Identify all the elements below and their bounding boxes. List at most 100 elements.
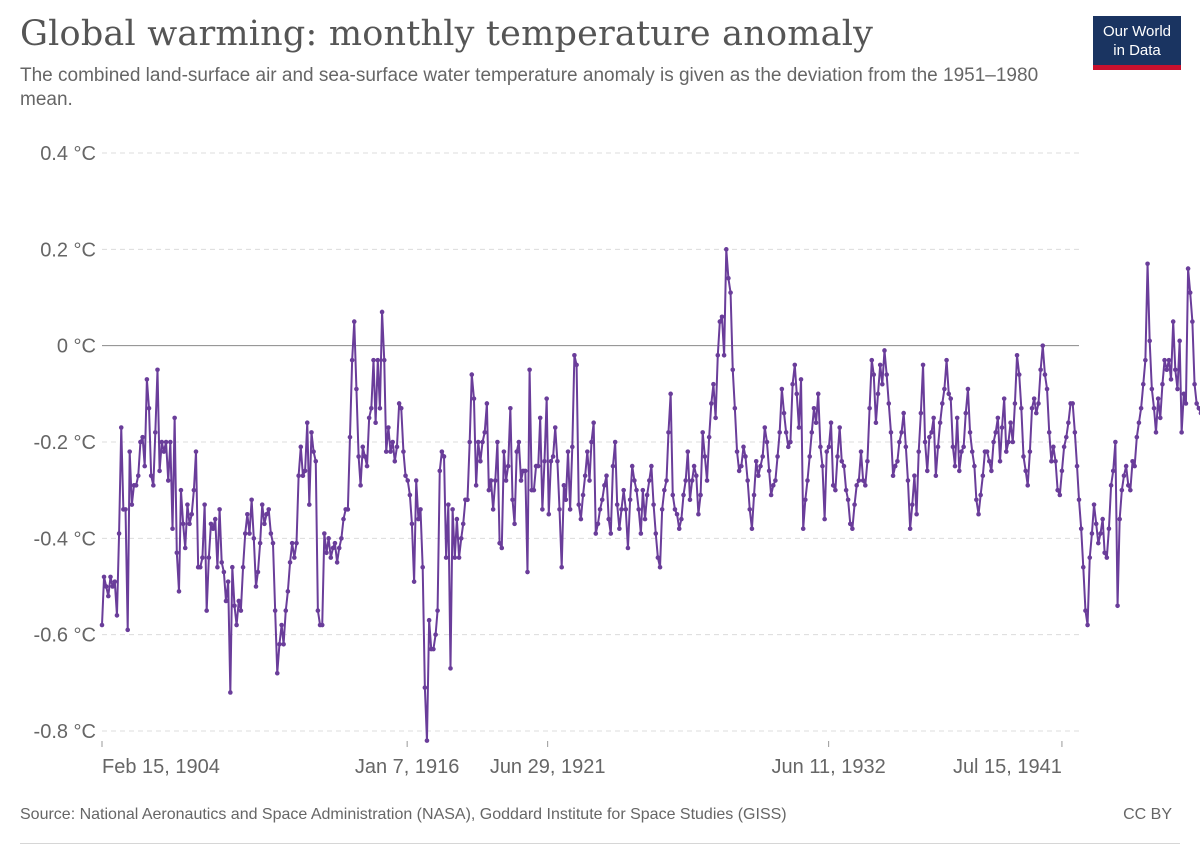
data-point[interactable] [1192,381,1197,387]
data-point[interactable] [803,497,808,503]
data-point[interactable] [914,511,919,517]
data-point[interactable] [790,381,795,387]
data-point[interactable] [940,401,945,406]
data-point[interactable] [180,521,186,527]
data-point[interactable] [997,458,1003,464]
data-point[interactable] [713,415,718,421]
data-point[interactable] [439,449,445,454]
data-point[interactable] [345,507,351,512]
data-point[interactable] [1029,405,1035,411]
data-point[interactable] [770,483,776,488]
data-point[interactable] [1019,405,1024,411]
data-point[interactable] [847,521,853,527]
data-point[interactable] [448,666,453,671]
data-point[interactable] [398,405,404,411]
data-point[interactable] [1010,439,1016,445]
data-point[interactable] [465,497,470,503]
data-point[interactable] [931,415,936,421]
data-point[interactable] [867,405,872,411]
data-point[interactable] [929,430,934,435]
data-point[interactable] [1076,497,1082,503]
data-point[interactable] [927,434,932,440]
data-point[interactable] [841,463,847,469]
data-point[interactable] [726,275,731,281]
data-point[interactable] [210,526,216,531]
data-point[interactable] [833,487,838,493]
data-point[interactable] [865,458,870,464]
data-point[interactable] [437,468,443,474]
data-point[interactable] [709,401,714,406]
data-point[interactable] [860,478,866,483]
data-point[interactable] [116,531,122,536]
data-point[interactable] [963,410,969,416]
data-point[interactable] [326,536,331,541]
data-point[interactable] [1183,401,1189,406]
data-point[interactable] [401,449,406,454]
data-point[interactable] [302,468,308,474]
data-point[interactable] [503,478,509,483]
data-point[interactable] [762,425,768,430]
data-point[interactable] [431,646,436,652]
data-point[interactable] [403,473,408,479]
data-point[interactable] [1102,550,1107,556]
data-point[interactable] [1157,415,1163,421]
data-point[interactable] [148,473,154,479]
license-note[interactable]: CC BY [1123,806,1172,823]
data-point[interactable] [1108,483,1114,488]
data-point[interactable] [691,463,697,469]
data-point[interactable] [728,290,733,295]
data-point[interactable] [1023,468,1028,474]
data-point[interactable] [206,555,212,560]
data-point[interactable] [467,439,472,445]
data-point[interactable] [946,391,952,397]
data-point[interactable] [1138,405,1144,411]
data-point[interactable] [995,415,1001,421]
data-point[interactable] [967,430,973,435]
data-point[interactable] [1177,338,1182,344]
data-point[interactable] [880,381,885,387]
data-point[interactable] [349,357,355,363]
data-point[interactable] [993,430,998,435]
data-point[interactable] [249,497,254,503]
data-point[interactable] [540,507,545,512]
data-point[interactable] [800,526,806,531]
data-point[interactable] [604,473,609,479]
data-point[interactable] [1001,396,1007,401]
data-point[interactable] [262,521,267,527]
data-point[interactable] [685,449,691,454]
data-point[interactable] [383,449,389,454]
data-point[interactable] [1166,357,1172,363]
data-point[interactable] [999,425,1005,430]
data-point[interactable] [351,319,357,324]
data-point[interactable] [907,526,913,531]
data-point[interactable] [756,473,761,479]
data-point[interactable] [1014,353,1020,358]
data-point[interactable] [377,405,383,411]
data-point[interactable] [298,444,304,450]
data-point[interactable] [279,622,284,628]
data-point[interactable] [863,483,868,488]
data-point[interactable] [1113,439,1118,445]
data-point[interactable] [155,367,160,373]
data-point[interactable] [839,458,845,464]
data-point[interactable] [1121,473,1127,479]
data-point[interactable] [664,478,669,483]
data-point[interactable] [984,449,990,454]
data-point[interactable] [505,463,511,469]
owid-logo[interactable]: Our World in Data [1093,16,1181,70]
data-point[interactable] [270,540,276,546]
data-point[interactable] [129,502,135,507]
data-point[interactable] [764,439,770,445]
data-point[interactable] [187,521,192,527]
data-point[interactable] [1051,444,1056,450]
data-point[interactable] [362,454,368,459]
data-point[interactable] [687,497,693,503]
data-point[interactable] [405,478,411,483]
data-point[interactable] [986,458,992,464]
data-point[interactable] [627,497,633,503]
data-point[interactable] [433,632,438,637]
data-point[interactable] [1155,396,1161,401]
data-point[interactable] [606,516,611,522]
data-point[interactable] [589,439,594,445]
data-point[interactable] [751,492,757,498]
